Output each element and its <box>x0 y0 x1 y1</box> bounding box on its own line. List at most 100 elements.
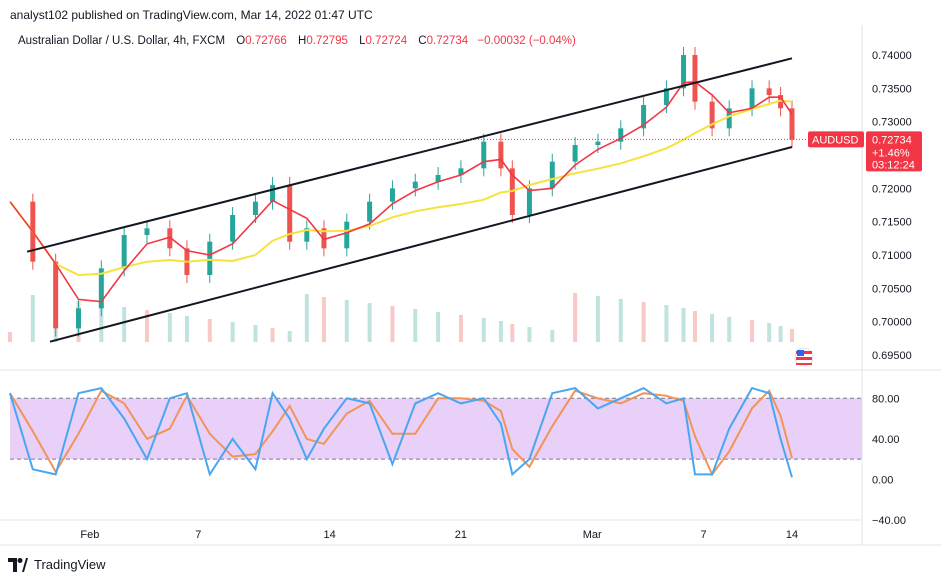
price-axis-tick: 0.71000 <box>872 250 912 262</box>
candle-body <box>252 201 258 215</box>
high-label: H <box>298 35 307 47</box>
symbol-badge <box>808 131 864 148</box>
volume-bar <box>99 304 104 342</box>
volume-bar <box>436 312 441 342</box>
volume-bar <box>122 307 127 342</box>
price-axis-tick: 0.72000 <box>872 183 912 195</box>
brand-name: TradingView <box>34 557 106 572</box>
volume-bar <box>767 323 772 342</box>
price-axis-tick: 0.69500 <box>872 350 912 362</box>
candle-body <box>98 268 104 309</box>
volume-bar <box>287 331 292 342</box>
volume-bar <box>230 322 235 342</box>
symbol-badge-label: AUDUSD <box>812 134 859 146</box>
candle-body <box>121 235 127 269</box>
time-axis-tick: 14 <box>324 529 336 541</box>
candle-body <box>53 261 59 329</box>
volume-bar <box>681 308 686 342</box>
candle-body <box>726 108 732 129</box>
price-axis-tick: 0.73000 <box>872 117 912 129</box>
volume-bar <box>641 302 646 342</box>
stoch-band <box>10 398 862 460</box>
candle-body <box>709 101 715 129</box>
us-flag-icon-stripe <box>796 363 812 365</box>
candle-body <box>75 308 81 329</box>
volume-bar <box>167 313 172 342</box>
volume-bars <box>8 293 794 342</box>
tradingview-brand[interactable]: TradingView <box>8 557 106 572</box>
volume-bar <box>498 321 503 342</box>
time-axis-tick: 7 <box>195 529 201 541</box>
volume-bar <box>790 329 794 342</box>
candle-body <box>595 141 601 145</box>
volume-bar <box>750 320 755 342</box>
volume-bar <box>550 330 555 342</box>
candle-body <box>692 55 698 102</box>
publisher-line: analyst102 published on TradingView.com,… <box>10 8 373 22</box>
candle-body <box>270 185 276 202</box>
volume-bar <box>481 318 486 342</box>
candle-body <box>144 228 150 235</box>
volume-bar <box>270 328 275 342</box>
volume-bar <box>367 303 372 342</box>
volume-bar <box>527 327 532 342</box>
open-label: O <box>236 35 246 47</box>
us-flag-icon-stripe <box>796 357 812 360</box>
candle-body <box>230 215 236 242</box>
candle-body <box>435 175 441 182</box>
price-axis-tick: 0.74000 <box>872 50 912 62</box>
candle-body <box>618 128 624 142</box>
volume-bar <box>727 317 732 342</box>
candle-body <box>526 188 532 215</box>
ma-slow-line <box>9 99 793 277</box>
price-axis-tick: 0.70500 <box>872 283 912 295</box>
stoch-axis-tick: 80.00 <box>872 393 900 405</box>
candle-body <box>412 181 418 189</box>
open-value: 0.72766 <box>245 35 287 47</box>
volume-bar <box>304 294 309 342</box>
price-badge <box>866 131 922 172</box>
candle-body <box>641 105 647 129</box>
change-value: −0.00032 (−0.04%) <box>477 35 576 47</box>
volume-bar <box>595 296 600 342</box>
candle-body <box>572 145 578 162</box>
volume-bar <box>321 297 326 342</box>
candle-body <box>207 241 213 275</box>
candle-body <box>498 141 504 169</box>
volume-bar <box>207 319 212 342</box>
time-axis-tick: 7 <box>700 529 706 541</box>
channel-upper-line <box>26 57 793 253</box>
candle-body <box>367 201 373 222</box>
candle-body <box>481 141 487 169</box>
volume-bar <box>778 326 783 342</box>
low-value: 0.72724 <box>365 35 408 47</box>
price-badge-value: 0.72734 <box>872 134 912 146</box>
candle-body <box>389 188 395 202</box>
volume-bar <box>618 299 623 342</box>
candle-body <box>681 55 687 89</box>
candle-body <box>344 221 350 249</box>
stoch-d-line <box>9 388 793 477</box>
stoch-axis-tick: 40.00 <box>872 434 900 446</box>
volume-bar <box>344 300 349 342</box>
candle-body <box>167 228 173 249</box>
volume-bar <box>413 309 418 342</box>
candle-body <box>549 161 555 189</box>
stoch-axis-tick: 0.00 <box>872 474 893 486</box>
candle-body <box>304 228 310 242</box>
close-value: 0.72734 <box>426 35 469 47</box>
volume-bar <box>510 324 515 342</box>
channel-lower-line <box>49 146 793 343</box>
us-flag-icon <box>794 347 814 367</box>
volume-bar <box>144 310 149 342</box>
volume-bar <box>8 332 12 342</box>
symbol-title: Australian Dollar / U.S. Dollar, 4h, FXC… <box>18 35 226 47</box>
volume-bar <box>30 295 35 342</box>
candle-body <box>287 185 293 242</box>
ma-fast-line <box>9 80 793 303</box>
volume-bar <box>390 306 395 342</box>
price-axis-tick: 0.73500 <box>872 83 912 95</box>
time-axis-tick: Feb <box>80 529 99 541</box>
price-badge-change: +1.46% <box>872 147 910 159</box>
